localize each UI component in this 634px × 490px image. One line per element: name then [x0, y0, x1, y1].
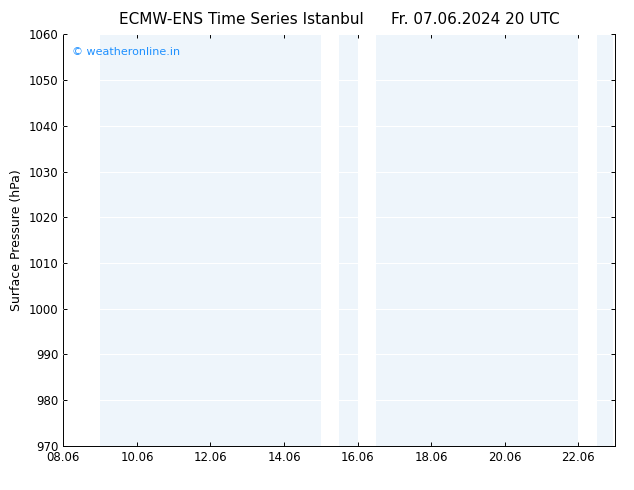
Text: Fr. 07.06.2024 20 UTC: Fr. 07.06.2024 20 UTC: [391, 12, 560, 27]
Bar: [321, 34, 339, 446]
Bar: [63, 34, 100, 446]
Text: ECMW-ENS Time Series Istanbul: ECMW-ENS Time Series Istanbul: [119, 12, 363, 27]
Y-axis label: Surface Pressure (hPa): Surface Pressure (hPa): [10, 169, 23, 311]
Bar: [578, 34, 597, 446]
Text: © weatheronline.in: © weatheronline.in: [72, 47, 180, 57]
Bar: [613, 34, 615, 446]
Bar: [358, 34, 376, 446]
